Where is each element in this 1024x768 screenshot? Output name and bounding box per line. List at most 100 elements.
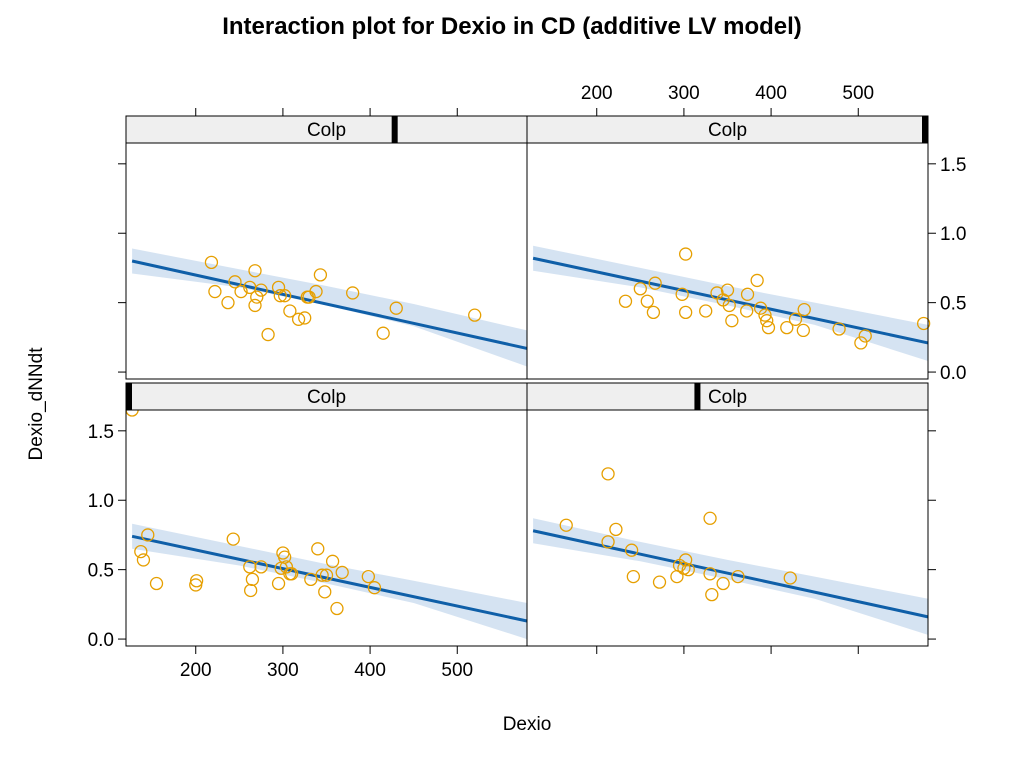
y-tick-label-right: 0.5 (940, 294, 966, 315)
strip-marker (694, 383, 701, 410)
data-point (624, 543, 639, 557)
data-point (761, 320, 776, 335)
data-point (315, 568, 329, 582)
y-tick-label: 0.5 (88, 561, 114, 582)
data-point (703, 511, 717, 525)
x-tick-label: 300 (267, 660, 299, 681)
data-point (760, 314, 774, 328)
data-point (720, 283, 735, 297)
data-point (204, 255, 219, 270)
data-point (228, 275, 242, 289)
data-point (740, 304, 754, 318)
confidence-band (132, 523, 527, 640)
data-point (854, 336, 868, 350)
fit-line (131, 259, 528, 350)
data-point (278, 289, 292, 303)
data-point (325, 554, 340, 568)
strip-label: Colp (307, 120, 346, 141)
data-point (703, 567, 717, 581)
x-tick-label-top: 300 (668, 83, 700, 104)
data-point (916, 316, 931, 331)
confidence-band (533, 518, 928, 635)
y-tick-label-right: 0.0 (940, 363, 966, 384)
data-point (273, 289, 287, 303)
data-point (618, 294, 633, 308)
data-point (367, 581, 382, 595)
strip-marker (922, 116, 928, 143)
data-point (291, 312, 306, 326)
data-point (681, 562, 695, 577)
data-point (797, 302, 811, 317)
strip-bottom-left (125, 382, 528, 411)
data-point (601, 535, 615, 549)
data-point (679, 553, 693, 567)
data-point (208, 284, 222, 299)
chart-title: Interaction plot for Dexio in CD (additi… (222, 13, 802, 40)
y-tick-label: 1.5 (88, 422, 114, 443)
data-point (652, 575, 667, 589)
data-point (783, 571, 797, 585)
panel-border (526, 142, 929, 380)
data-point (675, 287, 689, 301)
fit-line (532, 256, 929, 345)
fit-line (131, 534, 528, 623)
panel-border (526, 409, 929, 647)
data-point (780, 320, 794, 335)
data-point (284, 567, 299, 581)
data-point (559, 518, 573, 532)
data-point (679, 247, 693, 261)
confidence-band (533, 245, 928, 361)
strip-label: Colp (708, 387, 747, 408)
panels-group: Colp Colp Colp Colp (125, 115, 931, 647)
data-point (858, 329, 872, 343)
x-tick-label-top: 500 (842, 83, 874, 104)
data-point (376, 326, 390, 340)
data-point (313, 268, 328, 282)
data-point (243, 560, 257, 574)
data-point (330, 601, 344, 616)
x-tick-label-top: 200 (581, 83, 613, 104)
data-point (298, 311, 312, 325)
data-point (254, 283, 268, 297)
strip-marker (391, 116, 398, 143)
data-point (601, 467, 615, 481)
data-point (725, 314, 739, 328)
data-point (646, 305, 661, 320)
data-point (679, 305, 693, 320)
panel-bottom-right: Colp (526, 382, 929, 647)
data-point (309, 284, 323, 299)
data-point (221, 295, 235, 310)
data-point (758, 308, 772, 322)
data-point (705, 587, 719, 602)
axes-group: 200 300 400 500 200 300 400 500 0.0 0.5 1.0 1.5 0.0 0… (88, 83, 967, 681)
data-point (244, 583, 258, 598)
data-point (753, 301, 768, 315)
x-axis-label: Dexio (503, 714, 552, 735)
data-point (245, 572, 260, 587)
confidence-band (132, 248, 527, 367)
data-point (311, 542, 325, 556)
x-tick-label-top: 400 (755, 83, 787, 104)
data-point (149, 576, 164, 591)
data-point (271, 576, 286, 591)
y-tick-label: 1.0 (88, 491, 114, 512)
data-point (722, 298, 736, 313)
data-point (261, 327, 275, 342)
data-point (626, 569, 641, 584)
data-point (468, 308, 482, 322)
y-tick-label-right: 1.5 (940, 155, 966, 176)
panel-bottom-left: Colp (125, 382, 528, 647)
data-point (788, 312, 803, 326)
data-point (832, 322, 846, 336)
data-point (279, 560, 294, 574)
data-point (796, 323, 810, 338)
strip-top-right (526, 115, 929, 144)
data-point (283, 304, 297, 318)
strip-bottom-right (526, 382, 929, 411)
data-point (319, 568, 334, 582)
data-point (136, 553, 151, 567)
data-point (716, 576, 730, 591)
data-point (609, 522, 623, 537)
data-point (318, 585, 332, 599)
